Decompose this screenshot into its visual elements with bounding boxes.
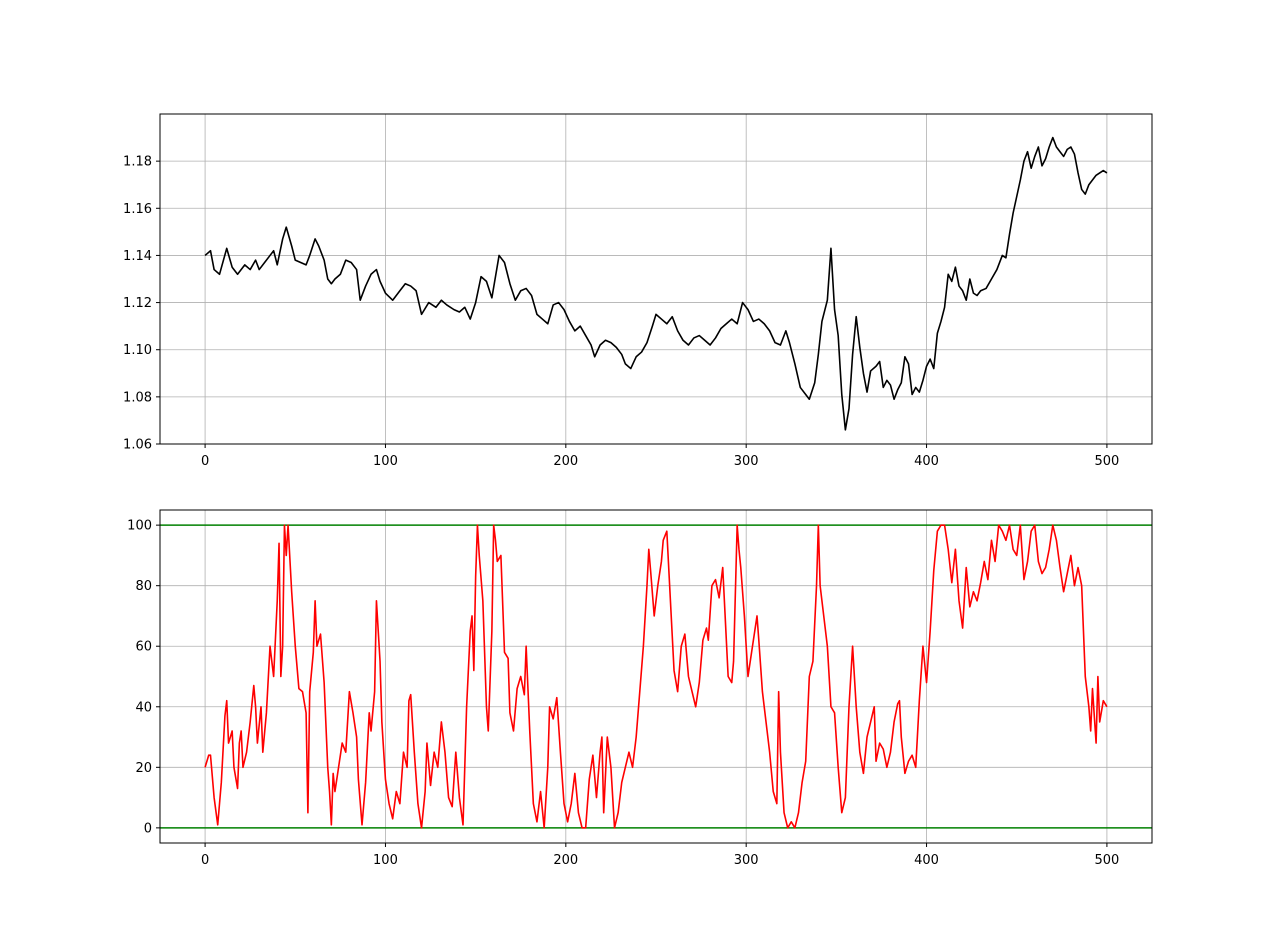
price-y-tick-label-0: 1.06 — [123, 438, 152, 453]
price-series-line-0 — [204, 136, 1108, 431]
price-chart: 0 100 200 300 400 500 1.06 1.08 1.10 1.12 1.14 1.16… — [123, 113, 1153, 469]
oscillator-y-tick-label-3: 60 — [135, 640, 152, 655]
price-y-tick-label-6: 1.18 — [123, 155, 152, 170]
price-x-tick-label-4: 400 — [914, 454, 939, 469]
oscillator-series-line-0 — [204, 524, 1108, 829]
oscillator-y-tick-label-5: 100 — [127, 519, 152, 534]
price-x-tick-label-0: 0 — [201, 454, 209, 469]
price-x-tick-label-1: 100 — [373, 454, 398, 469]
price-x-tick-label-2: 200 — [553, 454, 578, 469]
oscillator-x-tick-label-5: 500 — [1094, 853, 1119, 868]
price-y-tick-label-1: 1.08 — [123, 390, 152, 405]
oscillator-x-tick-label-2: 200 — [553, 853, 578, 868]
price-x-tick-label-5: 500 — [1094, 454, 1119, 469]
oscillator-x-tick-label-4: 400 — [914, 853, 939, 868]
oscillator-x-tick-label-3: 300 — [734, 853, 759, 868]
oscillator-x-tick-label-0: 0 — [201, 853, 209, 868]
oscillator-y-tick-label-4: 80 — [135, 579, 152, 594]
price-y-tick-label-2: 1.10 — [123, 343, 152, 358]
oscillator-y-tick-label-1: 20 — [135, 761, 152, 776]
oscillator-y-tick-label-0: 0 — [144, 821, 152, 836]
price-x-tick-label-3: 300 — [734, 454, 759, 469]
oscillator-axes-frame — [159, 509, 1153, 844]
price-y-tick-label-3: 1.12 — [123, 296, 152, 311]
oscillator-chart: 0 100 200 300 400 500 0 20 40 60 80 100 — [127, 509, 1153, 868]
price-axes-frame — [159, 113, 1153, 445]
oscillator-y-tick-label-2: 40 — [135, 700, 152, 715]
price-y-tick-label-5: 1.16 — [123, 202, 152, 217]
price-y-tick-label-4: 1.14 — [123, 249, 152, 264]
oscillator-x-tick-label-1: 100 — [373, 853, 398, 868]
